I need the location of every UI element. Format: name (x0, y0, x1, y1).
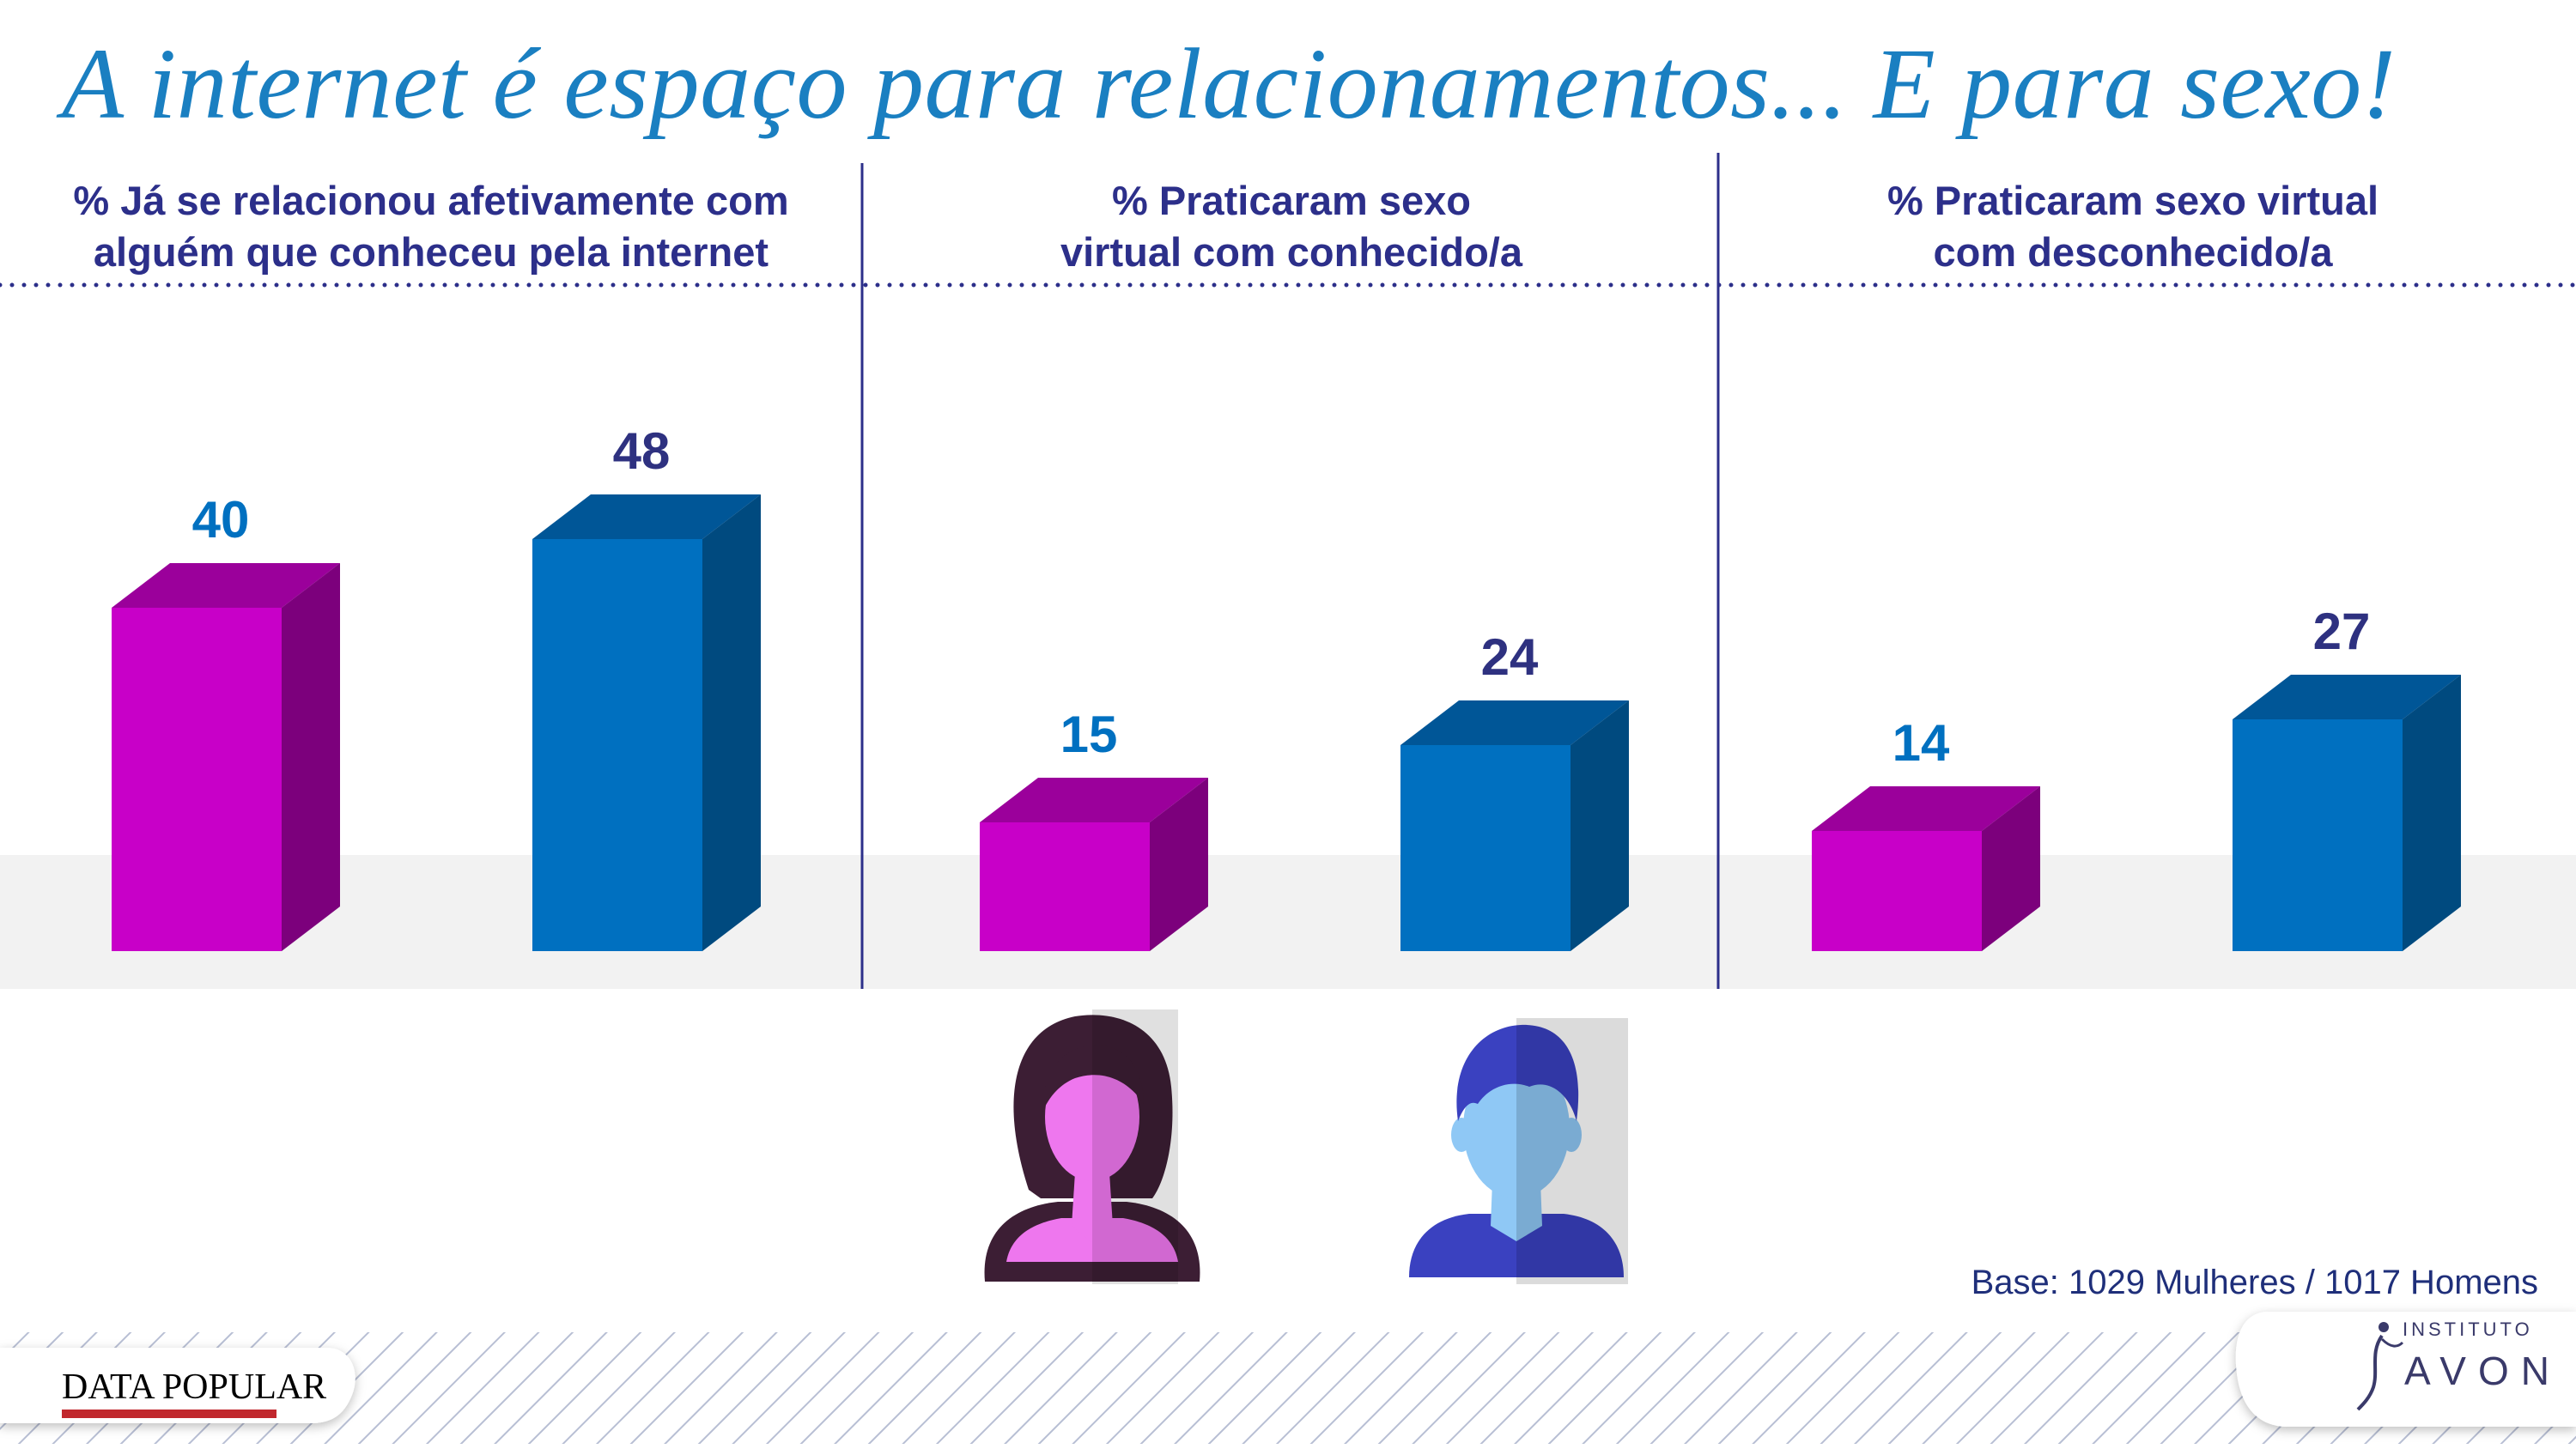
bar-side-face (1571, 700, 1629, 951)
floor-band (0, 855, 2576, 989)
panel-header-1: % Já se relacionou afetivamente com algu… (0, 175, 862, 278)
bar-front-face (2233, 719, 2403, 951)
bar-front-face (980, 822, 1150, 951)
bar-side-face (2403, 675, 2461, 951)
avon-figure-icon (2356, 1322, 2404, 1411)
panel-header-1-line-2: alguém que conheceu pela internet (93, 229, 769, 275)
bar-women-2: 15 (980, 706, 1208, 951)
footer-right-logo-plate (2235, 1312, 2576, 1427)
data-popular-logo-underline (62, 1410, 276, 1418)
bar-top-face (112, 563, 340, 608)
bar-side-face (282, 563, 340, 951)
instituto-avon-logo-main: AVON (2404, 1349, 2561, 1393)
panel-header-2: % Praticaram sexo virtual com conhecido/… (862, 175, 1721, 278)
bar-top-face (532, 494, 761, 539)
bar-value-label: 14 (1893, 714, 1950, 772)
bar-front-face (532, 539, 702, 951)
panel-header-3: % Praticaram sexo virtual com desconheci… (1721, 175, 2545, 278)
bar-top-face (2233, 675, 2461, 719)
bar-value-label: 24 (1481, 628, 1539, 686)
man-avatar-icon (1409, 1018, 1628, 1284)
page-title: A internet é espaço para relacionamentos… (62, 27, 2397, 140)
footer-left-logo-plate (0, 1348, 355, 1423)
bars-layer: 40 48 15 24 14 27 (112, 422, 2461, 951)
bar-front-face (112, 608, 282, 951)
panel-header-2-line-2: virtual com conhecido/a (1060, 229, 1523, 275)
bar-women-1: 40 (112, 491, 340, 951)
panel-header-2-line-1: % Praticaram sexo (1111, 178, 1472, 223)
bar-men-3: 27 (2233, 603, 2461, 951)
instituto-avon-logo-top: INSTITUTO (2403, 1319, 2533, 1340)
data-popular-logo-text: DATA POPULAR (62, 1367, 327, 1407)
bar-value-label: 40 (192, 491, 250, 549)
footer-hatch-band (0, 1332, 2576, 1444)
bar-value-label: 15 (1060, 706, 1118, 763)
bar-side-face (1982, 786, 2040, 951)
bar-value-label: 48 (613, 422, 671, 480)
bar-front-face (1812, 831, 1982, 951)
bar-top-face (1400, 700, 1629, 745)
bar-value-label: 27 (2313, 603, 2371, 660)
bar-top-face (1812, 786, 2040, 831)
bar-men-1: 48 (532, 422, 761, 951)
instituto-avon-logo: INSTITUTO AVON (2353, 1315, 2549, 1418)
bar-men-2: 24 (1400, 628, 1629, 951)
bar-front-face (1400, 745, 1571, 951)
panel-header-3-line-1: % Praticaram sexo virtual (1886, 178, 2379, 223)
bar-top-face (980, 778, 1208, 822)
bar-side-face (702, 494, 761, 951)
panel-header-3-line-2: com desconhecido/a (1933, 229, 2333, 275)
woman-avatar-icon (984, 1009, 1200, 1284)
data-popular-logo: DATA POPULAR (62, 1367, 326, 1418)
base-note: Base: 1029 Mulheres / 1017 Homens (1971, 1264, 2538, 1301)
bar-women-3: 14 (1812, 714, 2040, 951)
panel-header-1-line-1: % Já se relacionou afetivamente com (73, 178, 789, 223)
bar-side-face (1150, 778, 1208, 951)
